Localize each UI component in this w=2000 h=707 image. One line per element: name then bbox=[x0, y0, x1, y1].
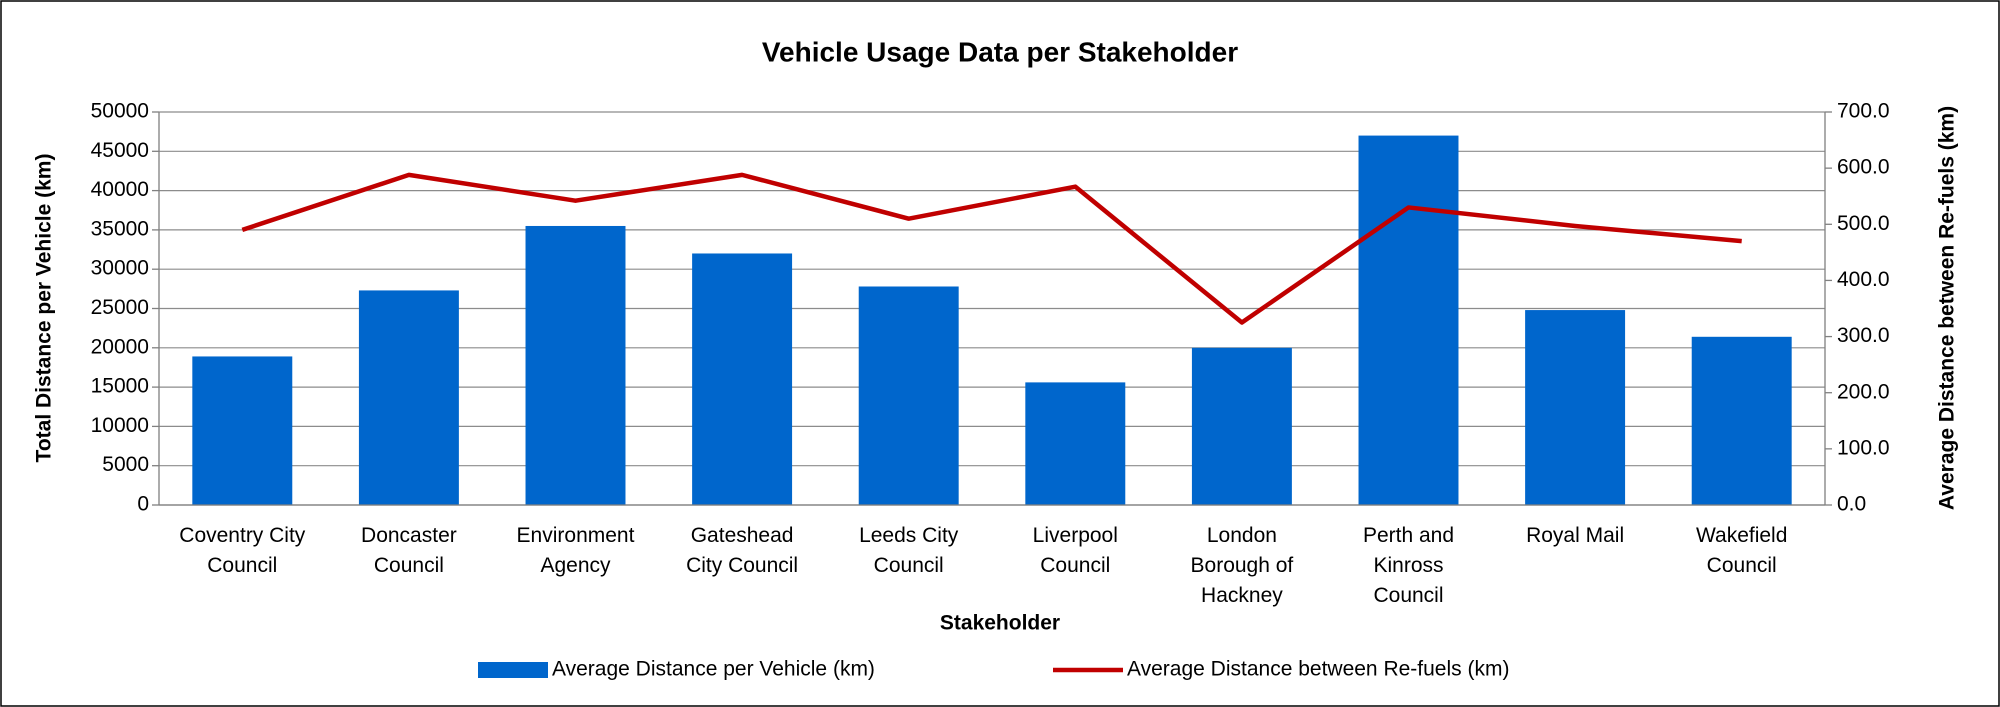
y2-tick-label: 600.0 bbox=[1837, 156, 1890, 179]
line bbox=[241, 172, 1742, 325]
bar bbox=[192, 356, 293, 505]
y-tick-label: 5000 bbox=[102, 453, 149, 476]
y-tick-label: 0 bbox=[137, 493, 149, 516]
legend-swatch bbox=[478, 662, 548, 678]
x-tick-label: Environment Agency bbox=[517, 524, 635, 577]
x-tick-label: Leeds City Council bbox=[859, 524, 959, 577]
x-tick-label: Wakefield Council bbox=[1696, 524, 1787, 577]
x-tick-label: Gateshead City Council bbox=[686, 524, 798, 577]
chart-title: Vehicle Usage Data per Stakeholder bbox=[762, 36, 1238, 67]
x-tick-label: London Borough of Hackney bbox=[1191, 524, 1294, 607]
x-tick-label: Royal Mail bbox=[1526, 524, 1624, 547]
legend-label: Average Distance per Vehicle (km) bbox=[552, 658, 875, 681]
bar bbox=[858, 286, 959, 505]
x-axis-label: Stakeholder bbox=[940, 612, 1060, 635]
y2-tick-label: 500.0 bbox=[1837, 212, 1890, 235]
y2-tick-label: 400.0 bbox=[1837, 268, 1890, 291]
y-tick-label: 35000 bbox=[91, 217, 149, 240]
y-tick-label: 25000 bbox=[91, 296, 149, 319]
bar bbox=[1358, 135, 1459, 505]
y-tick-label: 50000 bbox=[91, 100, 149, 123]
y-tick-label: 15000 bbox=[91, 375, 149, 398]
x-tick-label: Doncaster Council bbox=[361, 524, 457, 577]
x-tick-label: Coventry City Council bbox=[179, 524, 306, 577]
y-tick-label: 20000 bbox=[91, 335, 149, 358]
x-tick-label: Liverpool Council bbox=[1033, 524, 1118, 577]
bar bbox=[1191, 347, 1292, 505]
y-axis-label: Total Distance per Vehicle (km) bbox=[33, 154, 56, 463]
y2-axis-label: Average Distance between Re-fuels (km) bbox=[1936, 106, 1959, 510]
bar bbox=[692, 253, 793, 505]
bar bbox=[1525, 310, 1626, 505]
y2-tick-label: 100.0 bbox=[1837, 436, 1890, 459]
legend-label: Average Distance between Re-fuels (km) bbox=[1127, 658, 1509, 681]
y-tick-label: 45000 bbox=[91, 139, 149, 162]
y2-tick-label: 300.0 bbox=[1837, 324, 1890, 347]
x-tick-label: Perth and Kinross Council bbox=[1363, 524, 1454, 607]
bar bbox=[1691, 336, 1792, 505]
y-tick-label: 40000 bbox=[91, 178, 149, 201]
y-tick-label: 10000 bbox=[91, 414, 149, 437]
bar bbox=[525, 225, 626, 505]
bar bbox=[1025, 382, 1126, 505]
y2-tick-label: 200.0 bbox=[1837, 380, 1890, 403]
y2-tick-label: 0.0 bbox=[1837, 493, 1866, 516]
y2-tick-label: 700.0 bbox=[1837, 100, 1890, 123]
y-tick-label: 30000 bbox=[91, 257, 149, 280]
bar bbox=[358, 290, 459, 505]
